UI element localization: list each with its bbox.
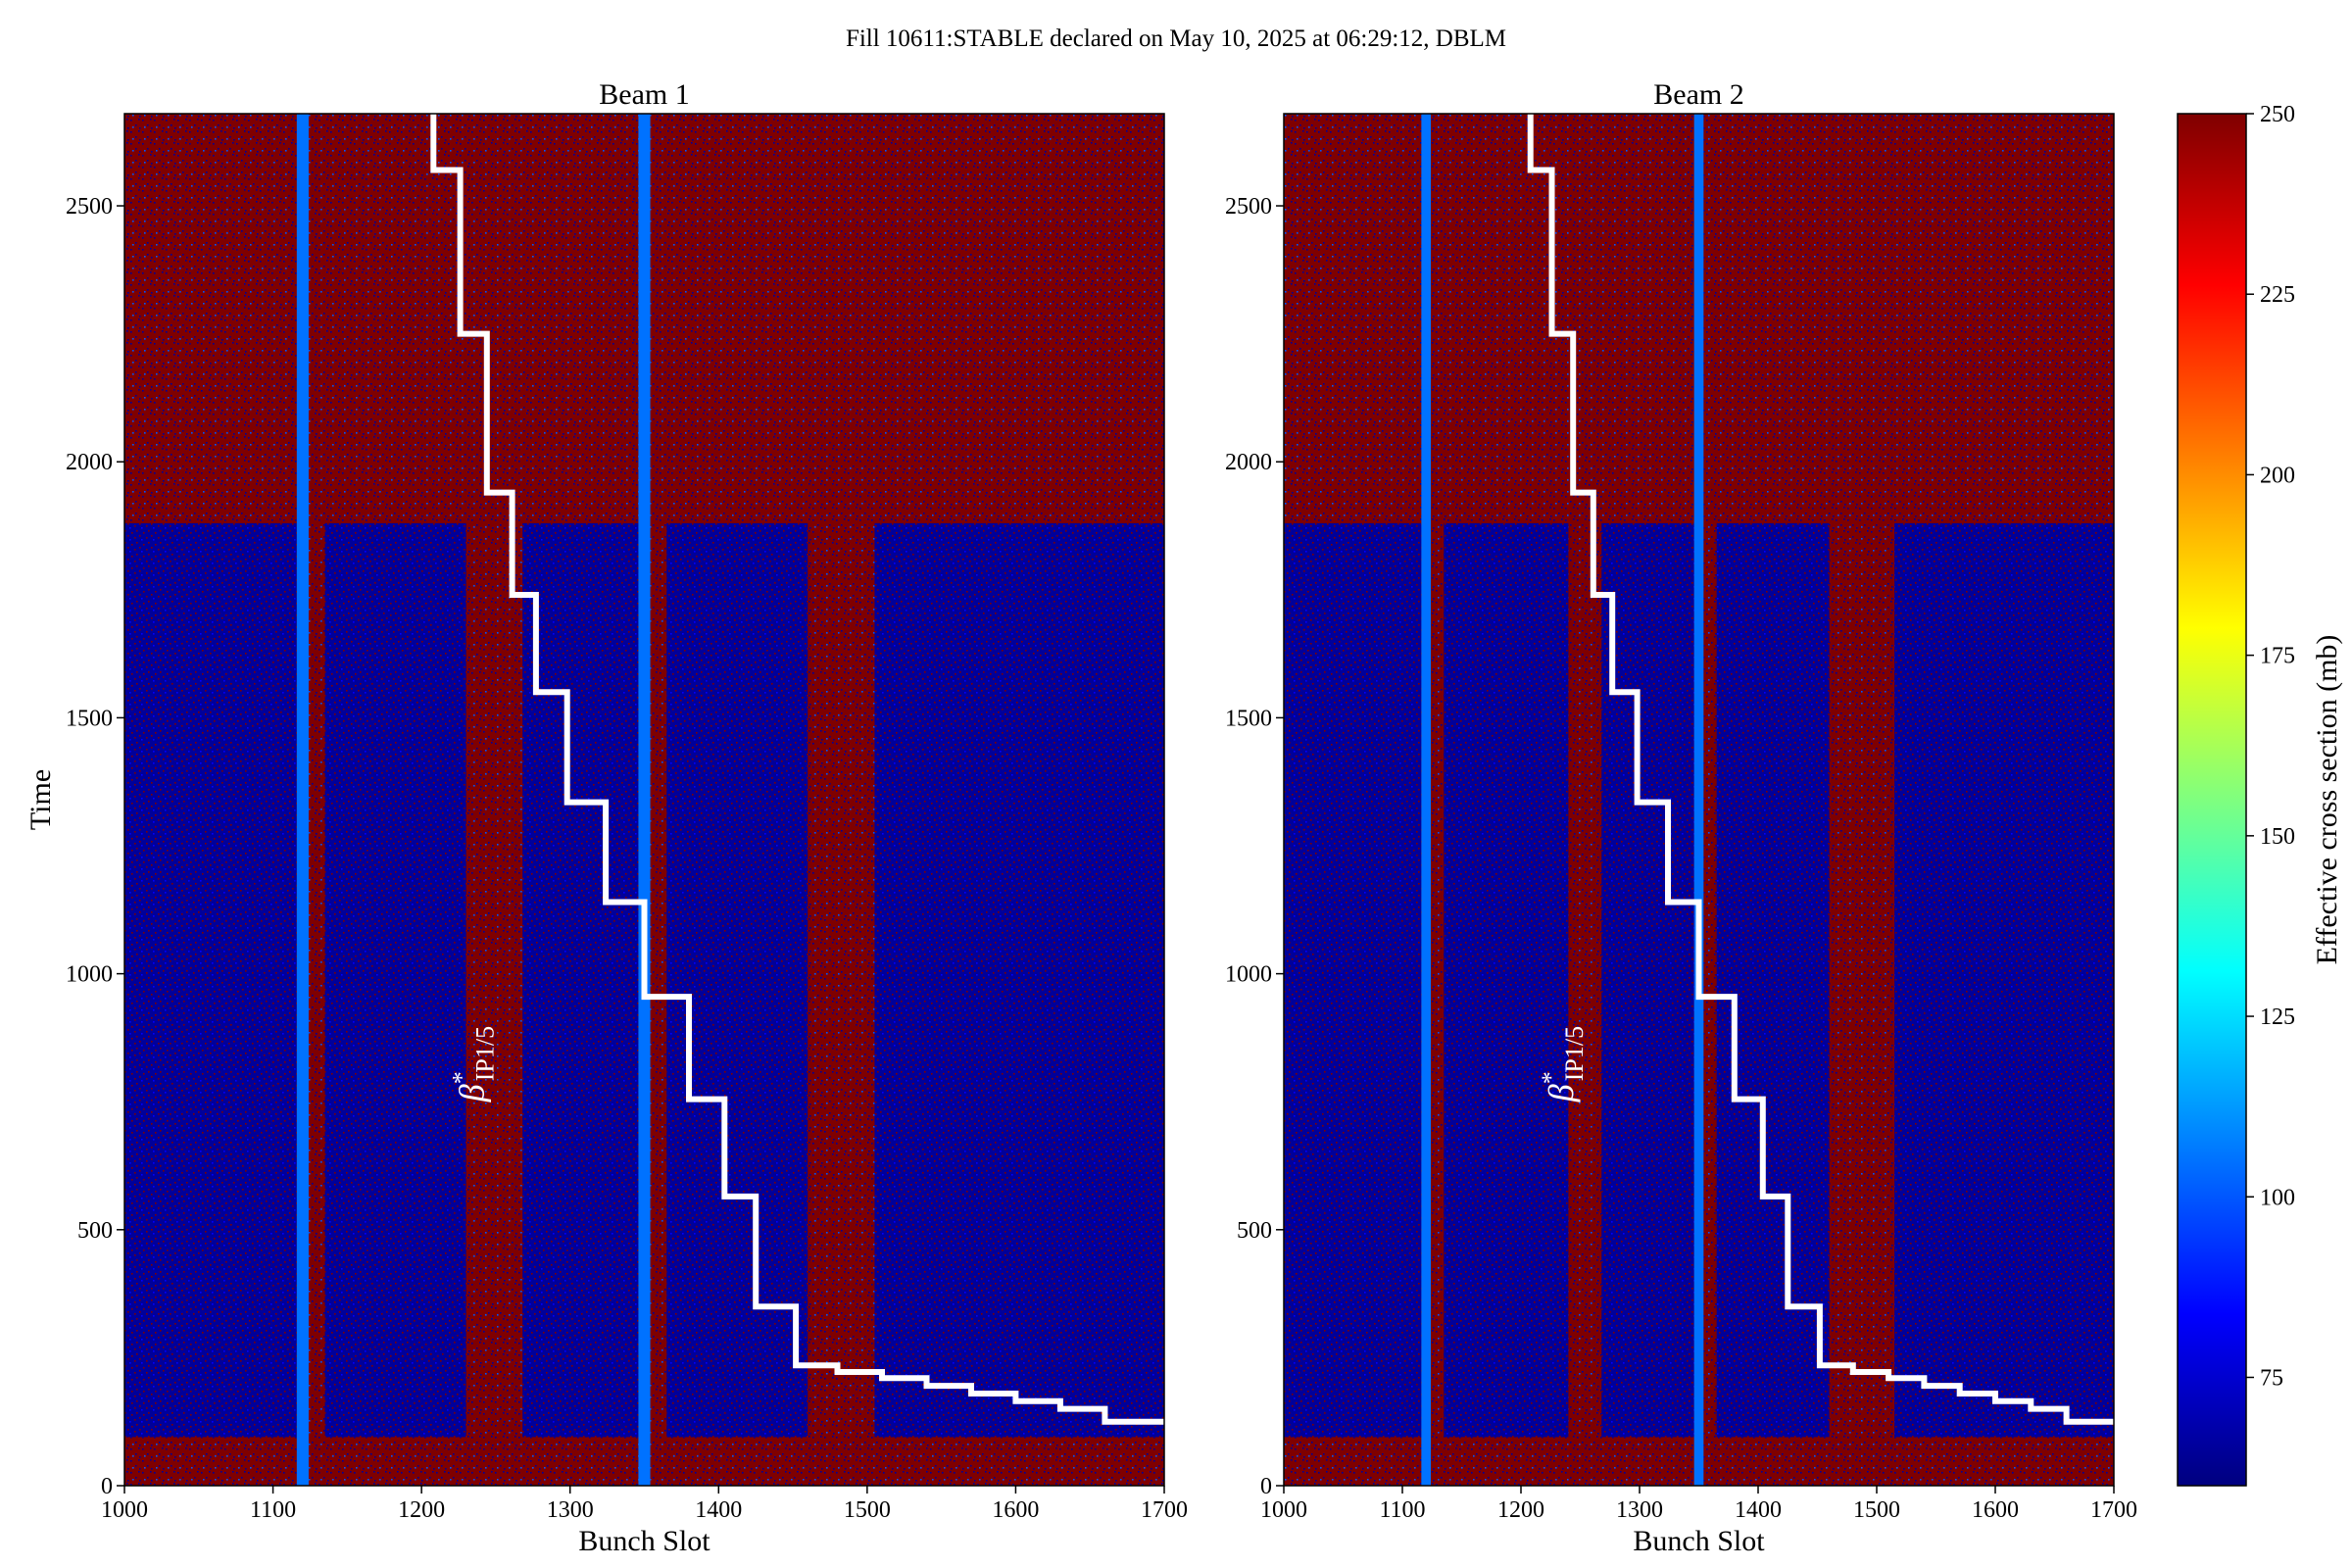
x-tick-label: 1600	[1972, 1497, 2019, 1523]
x-axis-label: Bunch Slot	[578, 1525, 710, 1557]
y-tick-label: 2000	[1225, 450, 1272, 475]
colorbar-tick-label: 75	[2260, 1365, 2283, 1391]
x-tick-label: 1200	[1497, 1497, 1544, 1523]
heatmap-low-band	[1284, 522, 1422, 1438]
x-tick-label: 1100	[250, 1497, 296, 1523]
heatmap-bunch-column	[296, 114, 309, 1486]
figure-suptitle: Fill 10611:STABLE declared on May 10, 20…	[845, 25, 1507, 52]
heatmap-low-band	[1894, 522, 2114, 1438]
x-tick-label: 1000	[1260, 1497, 1307, 1523]
heatmap-low-band	[324, 522, 466, 1438]
y-tick-label: 1500	[1225, 706, 1272, 731]
colorbar-tick-label: 200	[2260, 463, 2295, 488]
x-axis-label: Bunch Slot	[1633, 1525, 1765, 1557]
beta-star: *	[448, 1071, 476, 1084]
heatmap-bunch-column	[1693, 114, 1704, 1486]
x-tick-label: 1000	[101, 1497, 148, 1523]
beta-annotation: β*IP1/5	[1537, 1026, 1589, 1102]
heatmap-low-band	[1444, 522, 1569, 1438]
colorbar-tick-label: 175	[2260, 644, 2295, 669]
axes-frame	[1283, 113, 2115, 1487]
staircase-line	[1527, 114, 2114, 1425]
beta-annotation: β*IP1/5	[448, 1026, 500, 1102]
x-tick-label: 1400	[695, 1497, 742, 1523]
panel-title: Beam 1	[599, 78, 689, 111]
y-tick-label: 0	[1260, 1474, 1272, 1499]
x-tick-label: 1200	[398, 1497, 445, 1523]
x-tick-label: 1700	[1141, 1497, 1188, 1523]
staircase-line	[430, 114, 1164, 1425]
y-tick-label: 2500	[1225, 194, 1272, 220]
colorbar-tick-label: 125	[2260, 1004, 2295, 1030]
heatmap-low-band	[874, 522, 1164, 1438]
x-tick-label: 1700	[2090, 1497, 2137, 1523]
y-axis-label: Time	[24, 769, 57, 830]
beta-symbol: β	[453, 1084, 492, 1102]
x-tick-label: 1100	[1379, 1497, 1425, 1523]
heatmap-low-band	[124, 522, 297, 1438]
y-tick-label: 1000	[66, 962, 113, 988]
beta-star: *	[1537, 1071, 1565, 1084]
heatmap-panel-2: β*IP1/5 1000 1100 1200 1300 1400 1500 1600 1700 0…	[1225, 78, 2137, 1557]
colorbar-tick-label: 150	[2260, 824, 2295, 850]
y-tick-label: 2000	[66, 450, 113, 475]
y-tick-label: 1500	[66, 706, 113, 731]
heatmap-low-band	[522, 522, 639, 1438]
x-tick-label: 1400	[1735, 1497, 1782, 1523]
panel-title: Beam 2	[1653, 78, 1743, 111]
heatmap-low-band	[1601, 522, 1694, 1438]
y-tick-label: 500	[1237, 1218, 1272, 1244]
x-tick-label: 1600	[992, 1497, 1039, 1523]
heatmap-low-band	[1716, 522, 1830, 1438]
y-tick-label: 2500	[66, 194, 113, 220]
beta-subscript: IP1/5	[471, 1026, 500, 1081]
y-tick-label: 0	[101, 1474, 113, 1499]
colorbar-gradient	[2177, 113, 2247, 1487]
y-tick-label: 1000	[1225, 962, 1272, 988]
x-tick-label: 1300	[1616, 1497, 1663, 1523]
heatmap-bunch-column	[638, 114, 651, 1486]
beta-subscript: IP1/5	[1560, 1026, 1589, 1081]
colorbar-tick-label: 225	[2260, 282, 2295, 308]
y-tick-label: 500	[77, 1218, 113, 1244]
heatmap-bunch-column	[1421, 114, 1432, 1486]
x-tick-label: 1500	[1853, 1497, 1900, 1523]
colorbar-tick-label: 100	[2260, 1185, 2295, 1210]
heatmap-panel-1: β*IP1/5 1000 1100 1200 1300 1400 1500 1600 1700 0…	[24, 78, 1188, 1557]
x-tick-label: 1300	[547, 1497, 594, 1523]
colorbar-tick-label: 250	[2260, 102, 2295, 127]
colorbar-label: Effective cross section (mb)	[2311, 635, 2343, 965]
axes-frame	[123, 113, 1165, 1487]
heatmap-low-band	[666, 522, 808, 1438]
beta-symbol: β	[1542, 1084, 1581, 1102]
x-tick-label: 1500	[844, 1497, 891, 1523]
colorbar: 75 100 125 150 175 200 225 250 Effective cross s…	[2177, 102, 2343, 1487]
